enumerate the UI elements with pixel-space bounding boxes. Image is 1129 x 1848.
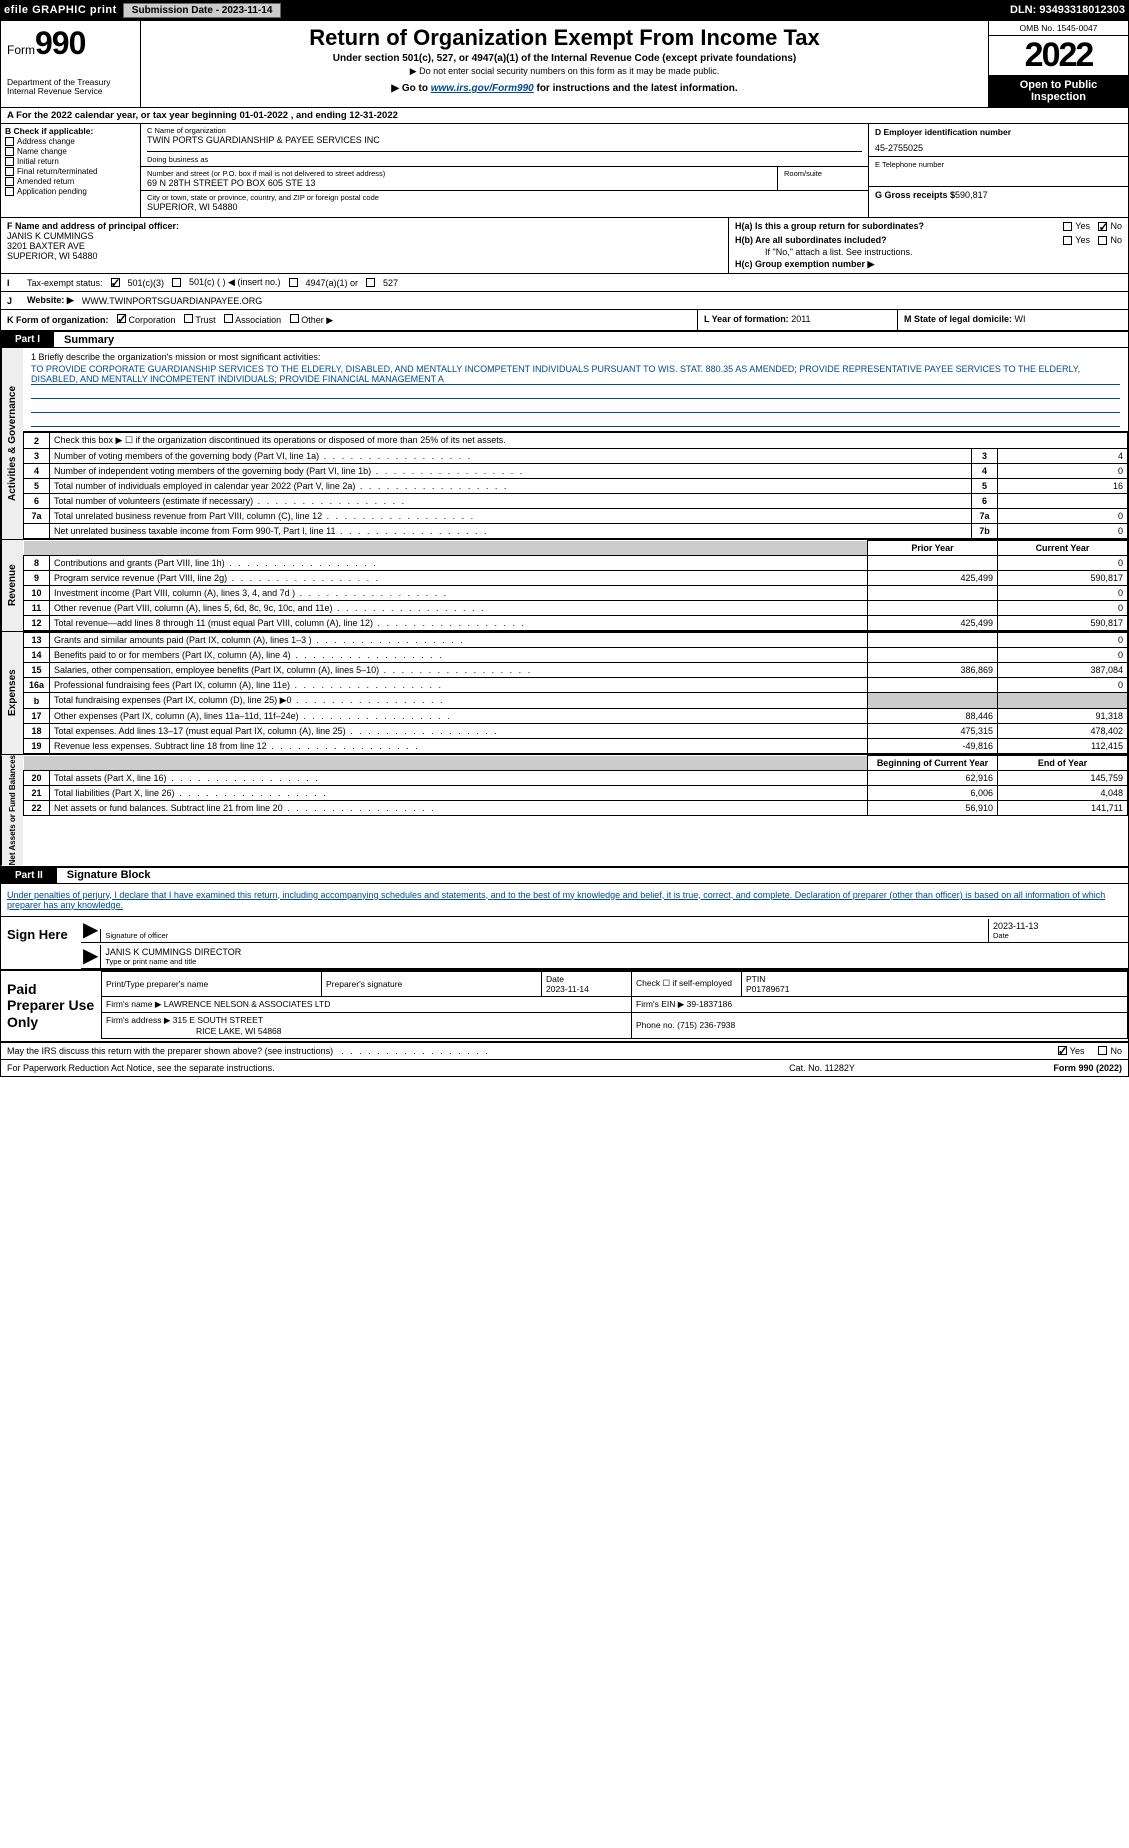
mission-block: 1 Briefly describe the organization's mi… (23, 348, 1128, 432)
page-footer: For Paperwork Reduction Act Notice, see … (1, 1060, 1128, 1076)
line-i: I Tax-exempt status: 501(c)(3) 501(c) ( … (1, 274, 1128, 292)
governance-table: 2Check this box ▶ ☐ if the organization … (23, 432, 1128, 539)
dln-text: DLN: 93493318012303 (1010, 4, 1125, 16)
city-state-zip: SUPERIOR, WI 54880 (147, 202, 862, 212)
chk-app-pending[interactable] (5, 187, 14, 196)
chk-initial-return[interactable] (5, 157, 14, 166)
sign-date: 2023-11-13 (993, 921, 1124, 931)
box-c: C Name of organization TWIN PORTS GUARDI… (141, 124, 868, 217)
street-address: 69 N 28TH STREET PO BOX 605 STE 13 (147, 178, 771, 188)
chk-501c[interactable] (172, 278, 181, 287)
paid-preparer-block: Paid Preparer Use Only Print/Type prepar… (1, 971, 1128, 1043)
chk-501c3[interactable] (111, 278, 120, 287)
section-fh: F Name and address of principal officer:… (1, 218, 1128, 274)
chk-address-change[interactable] (5, 137, 14, 146)
revenue-section: Revenue Prior YearCurrent Year8Contribut… (1, 540, 1128, 632)
hb-yes[interactable] (1063, 236, 1072, 245)
part-i-header: Part I Summary (1, 332, 1128, 348)
preparer-table: Print/Type preparer's name Preparer's si… (101, 971, 1128, 1039)
firm-name: LAWRENCE NELSON & ASSOCIATES LTD (164, 999, 331, 1009)
sidetab-netassets: Net Assets or Fund Balances (1, 755, 23, 865)
officer-name: JANIS K CUMMINGS (7, 231, 722, 241)
firm-phone: (715) 236-7938 (677, 1020, 735, 1030)
ptin: P01789671 (746, 984, 790, 994)
firm-addr2: RICE LAKE, WI 54868 (196, 1026, 282, 1036)
penalties-text: Under penalties of perjury, I declare th… (1, 884, 1128, 917)
efile-topbar: efile GRAPHIC print Submission Date - 20… (0, 0, 1129, 20)
chk-amended[interactable] (5, 177, 14, 186)
net-assets-section: Net Assets or Fund Balances Beginning of… (1, 755, 1128, 867)
org-name: TWIN PORTS GUARDIANSHIP & PAYEE SERVICES… (147, 135, 862, 145)
tax-year: 2022 (989, 36, 1128, 75)
omb-number: OMB No. 1545-0047 (989, 21, 1128, 36)
may-irs-discuss: May the IRS discuss this return with the… (1, 1043, 1128, 1060)
irs-link[interactable]: www.irs.gov/Form990 (431, 83, 534, 94)
signature-arrow-icon: ▶ (81, 917, 100, 942)
ssn-note: ▶ Do not enter social security numbers o… (149, 66, 980, 77)
section-bcd: B Check if applicable: Address change Na… (1, 124, 1128, 218)
net-assets-table: Beginning of Current YearEnd of Year20To… (23, 755, 1128, 816)
form-subtitle: Under section 501(c), 527, or 4947(a)(1)… (149, 53, 980, 64)
chk-final-return[interactable] (5, 167, 14, 176)
ein-value: 45-2755025 (875, 143, 1122, 153)
submission-date-button[interactable]: Submission Date - 2023-11-14 (123, 3, 282, 18)
irs-discuss-yes[interactable] (1058, 1046, 1067, 1055)
form-container: Form990 Department of the Treasury Inter… (0, 20, 1129, 1077)
ha-no[interactable] (1098, 222, 1107, 231)
line-klm: K Form of organization: Corporation Trus… (1, 310, 1128, 332)
chk-assoc[interactable] (224, 314, 233, 323)
mission-text: TO PROVIDE CORPORATE GUARDIANSHIP SERVIC… (31, 364, 1120, 385)
activities-governance: Activities & Governance 1 Briefly descri… (1, 348, 1128, 540)
line-j: J Website: ▶ WWW.TWINPORTSGUARDIANPAYEE.… (1, 292, 1128, 310)
revenue-table: Prior YearCurrent Year8Contributions and… (23, 540, 1128, 631)
chk-527[interactable] (366, 278, 375, 287)
chk-other[interactable] (290, 314, 299, 323)
expenses-table: 13Grants and similar amounts paid (Part … (23, 632, 1128, 754)
state-domicile: WI (1015, 314, 1026, 324)
ha-yes[interactable] (1063, 222, 1072, 231)
year-formation: 2011 (791, 314, 810, 324)
goto-line: ▶ Go to www.irs.gov/Form990 for instruct… (149, 83, 980, 94)
hb-no[interactable] (1098, 236, 1107, 245)
gross-receipts: 590,817 (955, 190, 988, 200)
chk-trust[interactable] (184, 314, 193, 323)
firm-addr1: 315 E SOUTH STREET (173, 1015, 263, 1025)
form-header: Form990 Department of the Treasury Inter… (1, 21, 1128, 108)
sidetab-expenses: Expenses (1, 632, 23, 754)
part-ii-header: Part II Signature Block (1, 868, 1128, 884)
dept-treasury: Department of the Treasury Internal Reve… (7, 78, 134, 97)
line-a-tax-year: A For the 2022 calendar year, or tax yea… (1, 108, 1128, 124)
efile-label: efile GRAPHIC print (4, 4, 117, 16)
prep-date: 2023-11-14 (546, 984, 589, 994)
officer-signed-name: JANIS K CUMMINGS DIRECTOR (105, 947, 1124, 957)
expenses-section: Expenses 13Grants and similar amounts pa… (1, 632, 1128, 755)
sidetab-revenue: Revenue (1, 540, 23, 631)
sidetab-governance: Activities & Governance (1, 348, 23, 539)
box-b: B Check if applicable: Address change Na… (1, 124, 141, 217)
open-to-public: Open to Public Inspection (989, 75, 1128, 107)
website-url: WWW.TWINPORTSGUARDIANPAYEE.ORG (82, 296, 263, 306)
form-number: Form990 (7, 25, 134, 62)
form-title: Return of Organization Exempt From Incom… (149, 25, 980, 51)
box-d: D Employer identification number 45-2755… (868, 124, 1128, 217)
firm-ein: 39-1837186 (687, 999, 732, 1009)
irs-discuss-no[interactable] (1098, 1046, 1107, 1055)
sign-here-block: Sign Here ▶ Signature of officer 2023-11… (1, 917, 1128, 971)
chk-name-change[interactable] (5, 147, 14, 156)
chk-corp[interactable] (117, 314, 126, 323)
chk-4947[interactable] (289, 278, 298, 287)
name-arrow-icon: ▶ (81, 943, 100, 968)
